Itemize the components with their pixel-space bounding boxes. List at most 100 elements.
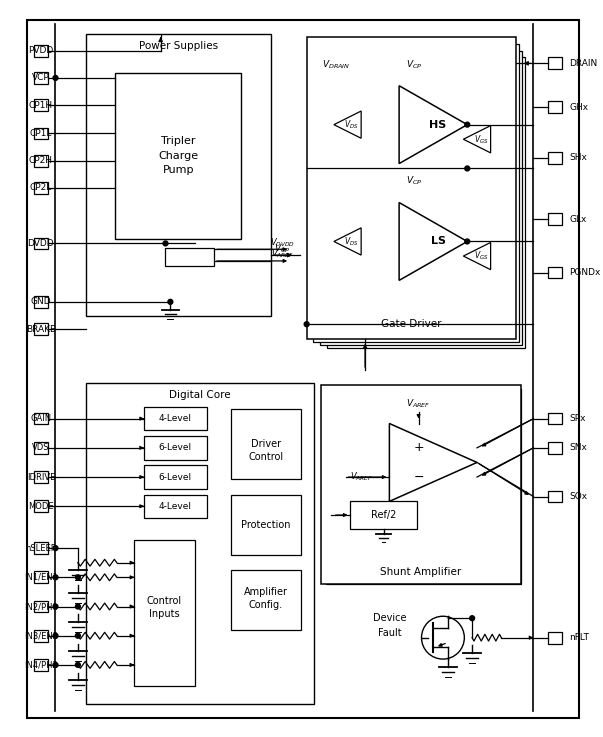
Text: LS: LS <box>431 237 446 246</box>
Text: CP1H: CP1H <box>29 101 53 110</box>
Bar <box>34 45 48 57</box>
Bar <box>307 37 516 339</box>
Text: Config.: Config. <box>248 600 283 609</box>
Text: GND: GND <box>31 297 51 307</box>
Bar <box>548 632 561 643</box>
Bar <box>548 413 561 425</box>
Text: 6-Level: 6-Level <box>159 472 192 481</box>
Circle shape <box>53 545 58 551</box>
Bar <box>350 501 417 528</box>
Circle shape <box>53 575 58 580</box>
Bar <box>34 128 48 139</box>
Text: Inputs: Inputs <box>149 609 180 619</box>
Text: $V_{GS}$: $V_{GS}$ <box>473 250 488 262</box>
Text: SPx: SPx <box>569 414 586 423</box>
Bar <box>231 409 301 479</box>
Circle shape <box>75 663 80 667</box>
Text: Device: Device <box>373 613 406 624</box>
Text: $V_{CP}$: $V_{CP}$ <box>274 242 291 254</box>
Text: Control: Control <box>147 595 182 606</box>
Text: 4-Level: 4-Level <box>159 502 192 511</box>
Text: $V_{AREF}$: $V_{AREF}$ <box>271 248 294 260</box>
Text: $V_{AREF}$: $V_{AREF}$ <box>406 398 431 411</box>
Bar <box>320 51 522 345</box>
Bar <box>34 630 48 641</box>
Text: 6-Level: 6-Level <box>159 444 192 453</box>
Bar <box>548 491 561 503</box>
Bar <box>34 659 48 671</box>
Circle shape <box>304 322 309 326</box>
Text: IN3/EN2: IN3/EN2 <box>24 631 58 640</box>
Circle shape <box>163 241 168 246</box>
Text: IN2/PH1: IN2/PH1 <box>24 602 58 611</box>
Text: Protection: Protection <box>241 520 291 530</box>
Text: BRAKE: BRAKE <box>26 324 55 334</box>
Text: Gate Driver: Gate Driver <box>381 319 441 329</box>
Text: Shunt Amplifier: Shunt Amplifier <box>380 567 462 577</box>
Bar <box>231 495 301 555</box>
Circle shape <box>53 663 58 667</box>
Bar <box>34 324 48 335</box>
Text: $V_{CP}$: $V_{CP}$ <box>406 175 422 187</box>
Text: SOx: SOx <box>569 492 587 501</box>
Bar <box>34 237 48 249</box>
Text: GLx: GLx <box>569 214 587 223</box>
Text: Ref/2: Ref/2 <box>371 510 396 520</box>
Circle shape <box>465 122 470 127</box>
Circle shape <box>53 604 58 609</box>
Bar <box>86 34 271 316</box>
Text: DVDD: DVDD <box>28 239 54 248</box>
Bar <box>548 57 561 69</box>
Bar <box>548 267 561 279</box>
Bar <box>34 571 48 583</box>
Text: DRAIN: DRAIN <box>569 59 598 68</box>
Bar <box>34 296 48 307</box>
Text: GHx: GHx <box>569 102 589 111</box>
Text: Amplifier: Amplifier <box>244 587 288 597</box>
Text: MODE: MODE <box>28 502 54 511</box>
Circle shape <box>470 615 475 621</box>
Text: $V_{CP}$: $V_{CP}$ <box>406 58 422 71</box>
Bar <box>327 57 525 348</box>
Text: CP2L: CP2L <box>30 184 52 192</box>
Text: PVDD: PVDD <box>28 46 54 55</box>
Text: Fault: Fault <box>377 628 401 638</box>
Circle shape <box>53 633 58 638</box>
Bar <box>34 413 48 425</box>
Text: Control: Control <box>248 452 283 461</box>
Bar <box>134 540 195 686</box>
Bar <box>34 601 48 612</box>
Bar <box>86 383 314 704</box>
Bar <box>321 385 521 584</box>
Bar <box>144 465 207 489</box>
Circle shape <box>53 75 58 80</box>
Text: SNx: SNx <box>569 444 587 453</box>
Bar <box>115 73 241 239</box>
Text: PGNDx: PGNDx <box>569 268 601 277</box>
Text: nFLT: nFLT <box>569 633 590 642</box>
Bar <box>34 182 48 194</box>
Text: Digital Core: Digital Core <box>169 391 231 400</box>
Text: Pump: Pump <box>162 165 194 175</box>
Bar <box>34 99 48 111</box>
Circle shape <box>465 166 470 171</box>
Text: 4-Level: 4-Level <box>159 414 192 423</box>
Text: IN4/PH2: IN4/PH2 <box>24 660 58 669</box>
Text: Driver: Driver <box>251 439 281 449</box>
Text: $V_{GS}$: $V_{GS}$ <box>473 133 488 145</box>
Circle shape <box>75 575 80 580</box>
Text: CP1L: CP1L <box>30 129 52 138</box>
Bar <box>34 442 48 454</box>
Bar <box>34 500 48 512</box>
Text: GAIN: GAIN <box>30 414 51 423</box>
Text: +: + <box>413 441 424 454</box>
Text: nSLEEP: nSLEEP <box>25 544 56 553</box>
Bar <box>326 389 521 584</box>
Text: Tripler: Tripler <box>161 136 195 146</box>
Text: HS: HS <box>429 119 447 130</box>
Circle shape <box>75 633 80 638</box>
Bar <box>144 495 207 518</box>
Text: Charge: Charge <box>158 151 198 161</box>
Text: SHx: SHx <box>569 153 587 162</box>
Bar <box>144 436 207 459</box>
